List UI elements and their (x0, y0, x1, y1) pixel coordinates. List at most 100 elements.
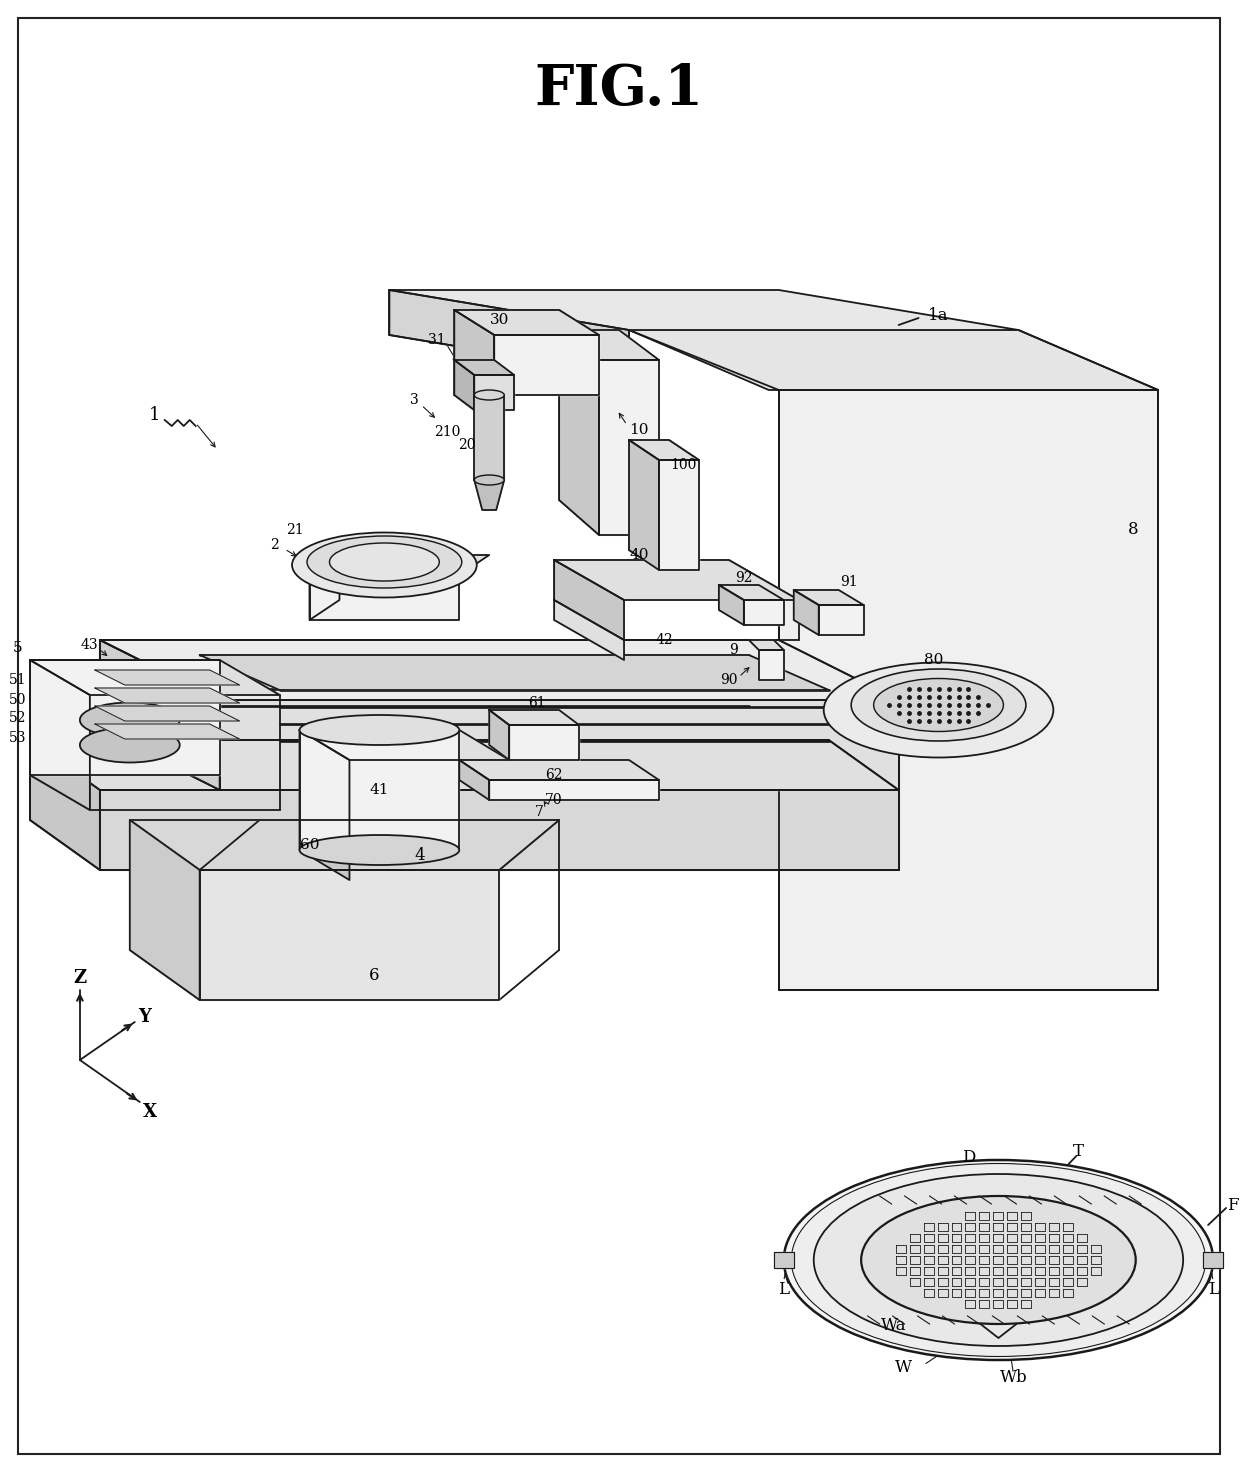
Polygon shape (300, 730, 459, 849)
Polygon shape (744, 601, 784, 626)
Text: T: T (1073, 1144, 1084, 1160)
Polygon shape (759, 651, 784, 680)
Text: 9: 9 (729, 643, 738, 657)
Text: 21: 21 (285, 523, 304, 537)
Text: 70: 70 (546, 793, 563, 807)
Polygon shape (559, 330, 658, 361)
Polygon shape (658, 459, 699, 570)
Polygon shape (94, 687, 239, 704)
Polygon shape (100, 640, 219, 790)
Polygon shape (554, 559, 799, 601)
Ellipse shape (474, 390, 505, 400)
Text: 1: 1 (149, 406, 160, 424)
Text: 7: 7 (534, 805, 543, 818)
Polygon shape (459, 760, 658, 780)
Text: 92: 92 (735, 571, 753, 584)
Text: Y: Y (139, 1008, 151, 1026)
Text: 6: 6 (370, 967, 379, 983)
Polygon shape (100, 640, 899, 701)
Text: L: L (779, 1282, 790, 1298)
Polygon shape (30, 659, 279, 695)
Text: 41: 41 (370, 783, 389, 796)
Text: 51: 51 (9, 673, 27, 687)
Text: F: F (1228, 1197, 1239, 1213)
Polygon shape (30, 659, 89, 810)
Text: 2: 2 (270, 537, 279, 552)
Text: W: W (895, 1360, 913, 1376)
Polygon shape (454, 361, 474, 411)
Polygon shape (454, 311, 495, 394)
Polygon shape (629, 440, 699, 459)
Text: 3: 3 (410, 393, 419, 406)
Ellipse shape (330, 543, 439, 581)
Ellipse shape (300, 835, 459, 866)
Polygon shape (94, 724, 239, 739)
Ellipse shape (861, 1195, 1136, 1323)
Text: FIG.1: FIG.1 (534, 62, 703, 118)
Text: D: D (962, 1150, 975, 1166)
Text: 62: 62 (546, 768, 563, 782)
Text: 8: 8 (1128, 521, 1138, 539)
Polygon shape (490, 780, 658, 799)
Polygon shape (30, 740, 100, 870)
Text: 53: 53 (9, 732, 27, 745)
Text: 80: 80 (924, 654, 944, 667)
Polygon shape (310, 555, 340, 620)
Polygon shape (300, 730, 350, 880)
Text: 42: 42 (655, 633, 673, 648)
Ellipse shape (308, 536, 461, 587)
Polygon shape (454, 361, 515, 375)
Text: 210: 210 (434, 425, 460, 439)
Ellipse shape (79, 702, 180, 737)
Polygon shape (94, 670, 239, 684)
Text: 30: 30 (490, 314, 508, 327)
Polygon shape (389, 290, 629, 375)
Text: Wa: Wa (880, 1316, 906, 1334)
Polygon shape (94, 707, 239, 721)
Text: 20: 20 (459, 439, 476, 452)
Polygon shape (629, 440, 658, 570)
Polygon shape (200, 870, 500, 999)
Polygon shape (510, 726, 579, 760)
Polygon shape (559, 330, 599, 534)
Polygon shape (100, 790, 899, 870)
Ellipse shape (813, 1175, 1183, 1345)
Text: 100: 100 (671, 458, 697, 473)
Text: 91: 91 (839, 576, 858, 589)
Polygon shape (474, 394, 505, 480)
Polygon shape (130, 820, 200, 999)
Polygon shape (629, 330, 1158, 390)
Polygon shape (749, 640, 784, 651)
Polygon shape (774, 1253, 794, 1267)
Ellipse shape (300, 715, 459, 745)
Text: 90: 90 (720, 673, 738, 687)
Text: 1a: 1a (929, 306, 949, 324)
Polygon shape (794, 590, 863, 605)
Polygon shape (554, 601, 624, 659)
Ellipse shape (79, 727, 180, 762)
Polygon shape (779, 390, 1158, 991)
Polygon shape (495, 336, 599, 394)
Polygon shape (719, 584, 744, 626)
Ellipse shape (874, 679, 1003, 732)
Polygon shape (200, 655, 828, 690)
Text: 43: 43 (81, 637, 99, 652)
Ellipse shape (851, 668, 1025, 740)
Text: Z: Z (73, 969, 87, 988)
Polygon shape (310, 576, 459, 620)
Text: L: L (1208, 1282, 1219, 1298)
Polygon shape (1203, 1253, 1223, 1267)
Polygon shape (300, 730, 510, 760)
Polygon shape (818, 605, 863, 634)
Text: 40: 40 (629, 548, 649, 562)
Polygon shape (490, 710, 579, 726)
Polygon shape (459, 760, 490, 799)
Text: 50: 50 (9, 693, 27, 707)
Polygon shape (389, 290, 1018, 330)
Text: 10: 10 (629, 422, 649, 437)
Text: 5: 5 (14, 640, 22, 655)
Polygon shape (599, 361, 658, 534)
Polygon shape (554, 559, 624, 640)
Polygon shape (454, 311, 599, 336)
Polygon shape (794, 590, 818, 634)
